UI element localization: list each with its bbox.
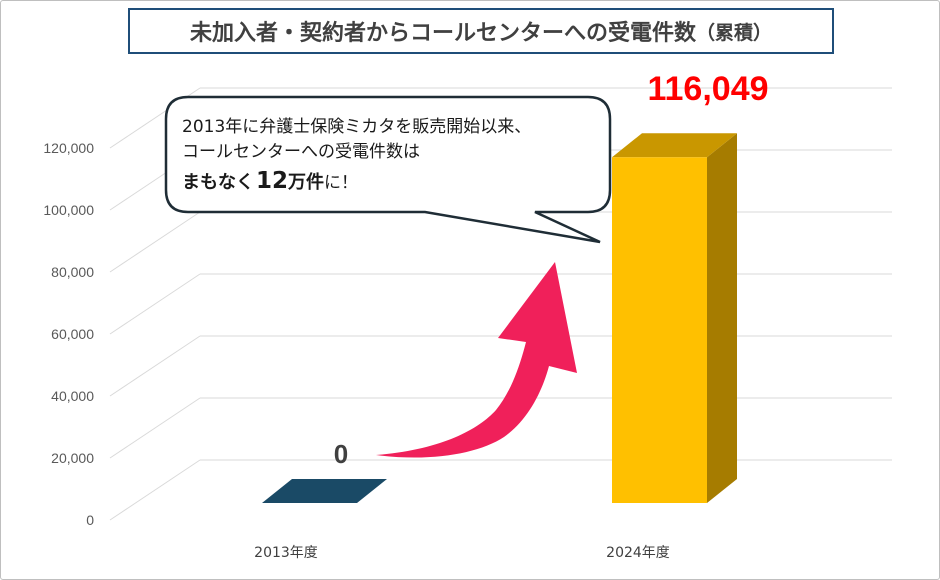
- bar-2013: [262, 479, 387, 503]
- gridline-side: [109, 273, 201, 335]
- bar-2024: [612, 157, 707, 503]
- callout-bubble: [164, 95, 612, 244]
- chart-title: 未加入者・契約者からコールセンターへの受電件数 （累積）: [128, 8, 834, 54]
- y-tick-label: 80,000: [51, 264, 94, 280]
- x-tick-label: 2024年度: [606, 545, 670, 561]
- x-tick-label: 2013年度: [254, 545, 318, 561]
- gridline-side: [109, 211, 201, 273]
- chart-title-main: 未加入者・契約者からコールセンターへの受電件数: [189, 21, 696, 46]
- chart-title-paren: （累積）: [696, 21, 773, 44]
- gridline-side: [109, 397, 201, 459]
- y-tick-label: 40,000: [51, 388, 94, 404]
- callout-line-3-a: まもなく: [182, 172, 254, 193]
- gridline-side: [109, 335, 201, 397]
- growth-arrow: [376, 262, 577, 458]
- callout-line-3-c: 万件: [287, 171, 324, 193]
- y-tick-label: 60,000: [51, 326, 94, 342]
- bar-value-label: 116,049: [647, 70, 768, 108]
- callout-line-3-d: に！: [324, 173, 358, 193]
- y-tick-label: 120,000: [43, 140, 94, 156]
- x-axis-labels: 2013年度 2024年度: [254, 545, 670, 561]
- callout-line-3-b: 12: [256, 168, 288, 194]
- bar-2024-side: [707, 133, 737, 503]
- y-tick-label: 100,000: [43, 202, 94, 218]
- callout-line-2: コールセンターへの受電件数は: [182, 142, 420, 162]
- bar-value-label: 0: [334, 439, 348, 469]
- gridline-side: [109, 459, 201, 521]
- bars: 0 116,049: [262, 70, 769, 503]
- callout-line-3: まもなく12万件に！: [182, 168, 358, 194]
- y-tick-label: 0: [86, 512, 94, 528]
- y-axis-ticks: 0 20,000 40,000 60,000 80,000 100,000 120,000: [43, 140, 94, 528]
- y-tick-label: 20,000: [51, 450, 94, 466]
- bar-2024-top: [612, 133, 737, 158]
- callout-line-1: 2013年に弁護士保険ミカタを販売開始以来、: [182, 117, 531, 137]
